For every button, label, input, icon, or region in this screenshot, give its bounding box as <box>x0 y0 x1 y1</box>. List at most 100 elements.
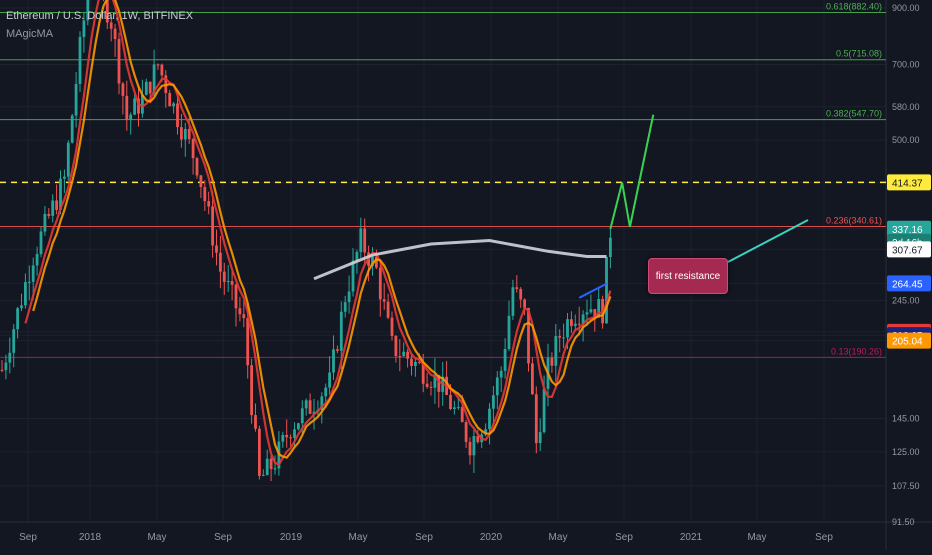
price-marker-label: 337.16 <box>892 225 923 236</box>
candle-body <box>191 139 195 159</box>
candle-body <box>534 394 538 444</box>
candle-body <box>339 311 343 351</box>
candle-body <box>31 265 35 282</box>
candle-body <box>199 175 203 187</box>
x-tick-label: 2020 <box>480 532 503 543</box>
candle-body <box>242 314 246 319</box>
candle-body <box>390 317 394 336</box>
x-tick-label: Sep <box>19 532 37 543</box>
candle-body <box>195 158 199 176</box>
candle-body <box>476 436 480 443</box>
candle-body <box>261 474 265 476</box>
candle-body <box>238 308 242 315</box>
candle-body <box>51 200 55 216</box>
candle-body <box>554 336 558 366</box>
candle-body <box>180 127 183 140</box>
x-tick-label: May <box>148 532 167 543</box>
candle-body <box>183 128 187 140</box>
candle-body <box>109 22 113 29</box>
candle-body <box>8 352 12 363</box>
candle-body <box>289 437 292 439</box>
candle-body <box>265 458 269 475</box>
candle-body <box>39 231 43 255</box>
x-tick-label: Sep <box>815 532 833 543</box>
price-scale-background <box>886 0 932 550</box>
candle-body <box>211 206 214 246</box>
candle-body <box>203 186 207 202</box>
candle-body <box>507 315 511 350</box>
fib-level-label: 0.382(547.70) <box>826 109 882 119</box>
candle-body <box>425 383 429 387</box>
y-tick-label: 900.00 <box>892 3 920 13</box>
candle-body <box>187 128 191 140</box>
candle-body <box>577 323 581 325</box>
candle-body <box>515 287 519 289</box>
candle-body <box>281 434 285 442</box>
price-marker-label: 414.37 <box>892 178 923 189</box>
x-tick-label: May <box>549 532 568 543</box>
price-marker-box <box>887 241 931 258</box>
candle-body <box>258 428 261 476</box>
candle-body <box>406 351 409 359</box>
candle-body <box>27 281 31 283</box>
candle-body <box>585 312 589 315</box>
candle-body <box>324 387 328 397</box>
candle-body <box>4 362 8 371</box>
candle-body <box>328 372 331 388</box>
candle-body <box>320 396 324 410</box>
candle-body <box>137 98 140 114</box>
projection-path <box>609 114 655 230</box>
candle-body <box>511 287 515 316</box>
candle-body <box>347 291 351 303</box>
price-marker-box <box>887 174 931 191</box>
candle-body <box>453 407 456 410</box>
candle-body <box>148 81 152 94</box>
candle-body <box>382 299 386 302</box>
candle-body <box>16 308 19 330</box>
candle-body <box>24 282 27 306</box>
candle-body <box>531 363 534 395</box>
candle-body <box>269 458 273 469</box>
x-tick-label: 2018 <box>79 532 102 543</box>
y-tick-label: 125.00 <box>892 447 920 457</box>
y-tick-label: 107.50 <box>892 481 920 491</box>
symbol-title[interactable]: Ethereum / U.S. Dollar, 1W, BITFINEX <box>6 10 194 22</box>
candle-body <box>343 302 347 312</box>
candle-body <box>0 369 4 371</box>
candle-body <box>464 422 468 442</box>
candle-body <box>12 329 16 353</box>
candle-body <box>129 114 133 120</box>
callout-pointer-line <box>727 219 809 263</box>
candle-body <box>82 20 86 38</box>
candle-body <box>456 407 460 409</box>
fib-level-label: 0.618(882.40) <box>826 1 882 11</box>
candle-body <box>20 305 23 309</box>
indicator-label[interactable]: MAgicMA <box>6 28 54 40</box>
ma-orange <box>32 0 612 459</box>
x-tick-label: Sep <box>615 532 633 543</box>
price-marker-box <box>887 220 931 237</box>
candle-body <box>589 309 593 313</box>
candle-body <box>519 288 523 300</box>
price-marker-box <box>887 332 931 349</box>
candle-body <box>359 228 363 253</box>
candle-body <box>246 318 250 366</box>
candle-body <box>484 429 487 435</box>
candle-body <box>152 64 156 94</box>
y-tick-label: 91.50 <box>892 517 915 527</box>
candle-body <box>74 83 78 116</box>
candle-body <box>394 335 398 357</box>
candle-body <box>176 103 179 128</box>
y-tick-label: 145.00 <box>892 413 920 423</box>
candle-body <box>55 200 58 210</box>
candle-body <box>566 319 569 338</box>
blue-trend <box>578 282 607 299</box>
candle-body <box>570 319 573 327</box>
first-resistance-callout[interactable]: first resistance <box>648 258 728 294</box>
candle-body <box>70 115 74 143</box>
candle-body <box>121 83 125 96</box>
candle-body <box>492 395 495 409</box>
candle-body <box>609 237 612 257</box>
candle-body <box>308 400 312 414</box>
candle-body <box>351 260 355 292</box>
